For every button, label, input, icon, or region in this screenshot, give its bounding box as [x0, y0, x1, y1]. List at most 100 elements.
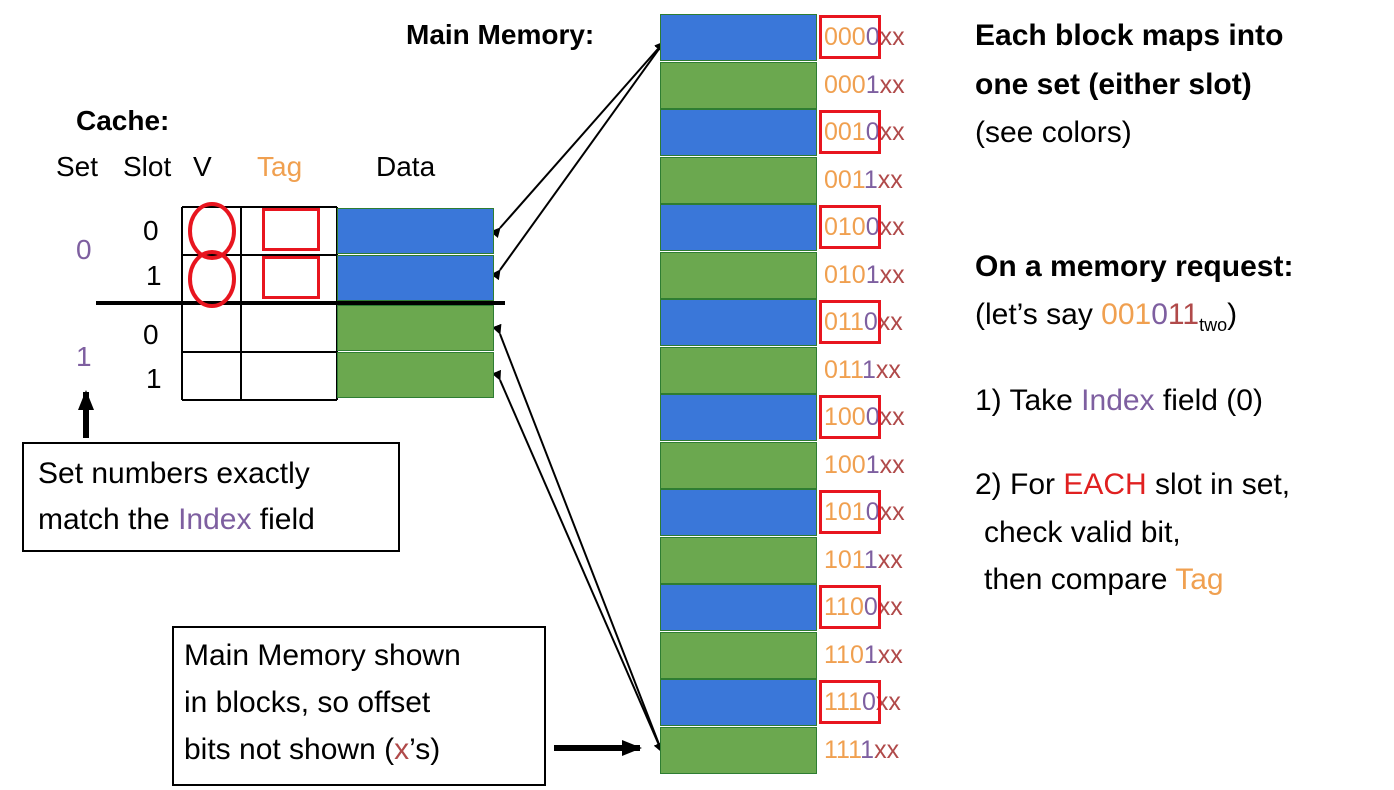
- address-tag: 001: [824, 165, 864, 194]
- memory-block: [660, 61, 817, 109]
- memory-block: [660, 536, 817, 584]
- memory-address: 0010xx: [824, 117, 905, 147]
- address-index: 0: [863, 593, 878, 621]
- address-tag: 000: [824, 70, 866, 99]
- memory-callout-line3: bits not shown (x’s): [184, 733, 441, 766]
- set-callout-line1: Set numbers exactly: [38, 457, 310, 490]
- address-offset: xx: [879, 403, 905, 431]
- address-offset: xx: [874, 735, 900, 764]
- request-heading: On a memory request:: [975, 250, 1294, 283]
- memory-address: 1010xx: [824, 497, 905, 527]
- address-tag: 110: [824, 593, 864, 621]
- tag-match-highlight: [819, 15, 881, 59]
- address-tag: 101: [824, 545, 864, 574]
- address-index: 1: [863, 165, 878, 194]
- cache-header-set: Set: [56, 151, 99, 182]
- memory-address: 1000xx: [824, 402, 905, 432]
- address-offset: xx: [875, 355, 901, 384]
- memory-address: 0000xx: [824, 22, 905, 52]
- tag-highlight-slot0: [262, 208, 320, 251]
- address-index: 1: [865, 450, 880, 479]
- set-numbers-callout: Set numbers exactly match the Index fiel…: [22, 442, 400, 552]
- main-memory-label: Main Memory:: [406, 19, 595, 50]
- memory-block: [660, 726, 817, 774]
- memory-address: 0001xx: [824, 70, 905, 100]
- request-example: (let’s say 001011two): [975, 298, 1238, 335]
- memory-address: 0101xx: [824, 260, 905, 290]
- address-index: 0: [865, 213, 880, 241]
- mapping-note-line3: (see colors): [975, 116, 1132, 149]
- tag-match-highlight: [819, 205, 881, 249]
- memory-block: [660, 14, 817, 61]
- tag-match-highlight: [819, 110, 881, 154]
- address-offset: xx: [877, 545, 903, 574]
- address-index: 1: [865, 260, 880, 289]
- memory-block: [660, 346, 817, 394]
- slot-number-set1-0: 0: [143, 319, 159, 350]
- address-offset: xx: [879, 23, 905, 51]
- memory-address: 1101xx: [824, 640, 903, 670]
- address-tag: 100: [824, 403, 866, 431]
- address-offset: xx: [877, 165, 903, 194]
- address-tag: 110: [824, 640, 864, 669]
- address-tag: 010: [824, 213, 866, 241]
- slot-number-set1-1: 1: [146, 363, 162, 394]
- cache-header-data: Data: [376, 151, 436, 182]
- address-tag: 011: [824, 308, 864, 336]
- address-offset: xx: [879, 498, 905, 526]
- memory-address: 1111xx: [824, 735, 899, 765]
- set-number-1: 1: [76, 341, 92, 372]
- address-index: 0: [862, 688, 876, 716]
- memory-address: 0100xx: [824, 212, 905, 242]
- address-index: 0: [865, 403, 880, 431]
- memory-address: 1110xx: [824, 687, 901, 717]
- address-index: 1: [860, 735, 875, 764]
- address-tag: 001: [824, 118, 866, 146]
- memory-block: [660, 109, 817, 156]
- memory-callout-line1: Main Memory shown: [184, 639, 461, 672]
- address-index: 0: [863, 308, 878, 336]
- address-tag: 101: [824, 498, 866, 526]
- address-index: 1: [865, 70, 880, 99]
- address-index: 1: [862, 355, 876, 384]
- address-offset: xx: [879, 118, 905, 146]
- address-offset: xx: [879, 70, 905, 99]
- memory-block: [660, 299, 817, 346]
- memory-block: [660, 204, 817, 251]
- step2-line2: check valid bit,: [984, 516, 1181, 549]
- memory-block: [660, 394, 817, 441]
- mapping-note-line2: one set (either slot): [975, 68, 1252, 101]
- mapping-arrow-set0-slot1: [490, 41, 665, 281]
- slot-number-set0-0: 0: [143, 215, 159, 246]
- tag-match-highlight: [819, 585, 881, 629]
- address-index: 0: [865, 498, 880, 526]
- mapping-note-line1: Each block maps into: [975, 19, 1284, 52]
- tag-highlight-slot1: [262, 256, 320, 299]
- address-offset: xx: [879, 260, 905, 289]
- address-index: 1: [863, 640, 878, 669]
- address-tag: 100: [824, 450, 866, 479]
- tag-match-highlight: [819, 490, 881, 534]
- memory-address: 1011xx: [824, 545, 903, 575]
- address-offset: xx: [879, 213, 905, 241]
- cache-title: Cache:: [76, 105, 170, 136]
- step1: 1) Take Index field (0): [975, 384, 1263, 417]
- cache-data-set1-slot1: [337, 352, 494, 398]
- address-index: 1: [863, 545, 878, 574]
- memory-address: 0110xx: [824, 307, 903, 337]
- address-tag: 111: [824, 735, 861, 764]
- address-offset: xx: [877, 593, 903, 621]
- memory-address: 1001xx: [824, 450, 905, 480]
- address-index: 0: [865, 23, 880, 51]
- memory-blocks-callout: Main Memory shown in blocks, so offset b…: [172, 626, 546, 786]
- address-tag: 000: [824, 23, 866, 51]
- memory-callout-line2: in blocks, so offset: [184, 686, 431, 719]
- address-tag: 111: [824, 688, 863, 716]
- memory-block: [660, 441, 817, 489]
- cache-header-slot: Slot: [123, 151, 172, 182]
- cache-header-valid: V: [193, 151, 212, 182]
- memory-address: 0011xx: [824, 165, 903, 195]
- set-number-0: 0: [76, 234, 92, 265]
- memory-address: 0111xx: [824, 355, 901, 385]
- memory-block: [660, 631, 817, 679]
